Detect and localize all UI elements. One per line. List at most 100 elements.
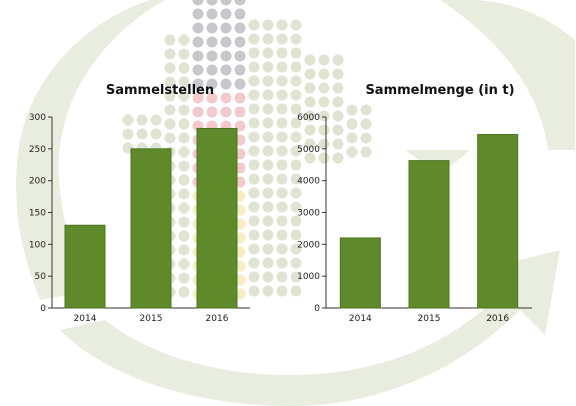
map-dot — [178, 132, 190, 144]
map-dot — [276, 103, 288, 115]
map-dot — [220, 78, 232, 90]
map-dot — [290, 271, 302, 283]
map-dot — [122, 114, 134, 126]
map-dot — [220, 50, 232, 62]
map-dot — [262, 131, 274, 143]
map-dot — [248, 33, 260, 45]
chart-title: Sammelstellen — [106, 83, 214, 98]
map-dot — [178, 62, 190, 74]
map-dot — [248, 187, 260, 199]
map-dot — [178, 188, 190, 200]
map-dot — [276, 159, 288, 171]
map-dot — [164, 48, 176, 60]
chart-sammelstellen: Sammelstellen 0 50 100 150 200 250 300 2014 2015… — [29, 83, 250, 324]
map-dot — [262, 285, 274, 297]
map-dot — [220, 22, 232, 34]
map-dot — [192, 64, 204, 76]
map-dot — [164, 76, 176, 88]
map-dot — [234, 0, 246, 6]
map-dot — [304, 124, 316, 136]
map-dot — [248, 173, 260, 185]
bar-2014 — [64, 224, 106, 309]
y-tick-label: 250 — [29, 145, 46, 155]
map-dot — [332, 68, 344, 80]
map-dot — [276, 215, 288, 227]
y-tick-label: 50 — [35, 272, 47, 282]
map-dot — [234, 50, 246, 62]
map-dot — [276, 61, 288, 73]
map-dot — [262, 271, 274, 283]
map-dot — [206, 106, 218, 118]
y-tick-label: 100 — [29, 240, 46, 250]
map-dot — [276, 131, 288, 143]
map-dot — [206, 8, 218, 20]
map-dot — [290, 285, 302, 297]
map-dot — [192, 36, 204, 48]
map-dot — [262, 33, 274, 45]
map-dot — [234, 64, 246, 76]
map-dot — [248, 75, 260, 87]
y-tick-label: 300 — [29, 113, 46, 123]
map-dot — [290, 61, 302, 73]
map-dot — [178, 244, 190, 256]
map-dot — [206, 92, 218, 104]
map-dot — [304, 110, 316, 122]
map-dot — [262, 145, 274, 157]
map-dot — [262, 257, 274, 269]
map-dot — [164, 34, 176, 46]
map-dot — [276, 285, 288, 297]
map-dot — [360, 146, 372, 158]
x-tick-label: 2014 — [349, 314, 372, 324]
map-dot — [150, 114, 162, 126]
map-dot — [262, 19, 274, 31]
map-dot — [262, 229, 274, 241]
map-dot — [192, 50, 204, 62]
map-dot — [346, 118, 358, 130]
map-dot — [304, 68, 316, 80]
map-dot — [262, 243, 274, 255]
map-dot — [262, 47, 274, 59]
map-dot — [234, 92, 246, 104]
map-dot — [276, 173, 288, 185]
x-tick-label: 2015 — [140, 314, 163, 324]
bar-2015 — [130, 148, 172, 309]
map-dot — [262, 187, 274, 199]
map-dot — [234, 8, 246, 20]
recycling-arrow-left — [16, 0, 166, 300]
map-dot — [318, 82, 330, 94]
map-dot — [276, 271, 288, 283]
map-dot — [220, 92, 232, 104]
map-dot — [248, 159, 260, 171]
map-dot — [248, 243, 260, 255]
map-dot — [262, 61, 274, 73]
map-dot — [178, 286, 190, 298]
map-dot — [248, 201, 260, 213]
x-tick-label: 2016 — [206, 314, 229, 324]
map-dot — [290, 117, 302, 129]
map-dot — [290, 159, 302, 171]
map-dot — [248, 285, 260, 297]
map-dot — [122, 128, 134, 140]
y-tick-label: 1000 — [297, 272, 320, 282]
map-dot — [178, 230, 190, 242]
map-dot — [192, 8, 204, 20]
map-dot — [318, 68, 330, 80]
map-dot — [206, 22, 218, 34]
map-dot — [164, 104, 176, 116]
y-tick-label: 150 — [29, 209, 46, 219]
map-dot — [346, 104, 358, 116]
map-dot — [290, 103, 302, 115]
map-dot — [206, 64, 218, 76]
recycling-arrow-bottom — [60, 250, 560, 406]
map-dot — [178, 160, 190, 172]
map-dot — [248, 215, 260, 227]
map-dot — [290, 257, 302, 269]
map-dot — [290, 19, 302, 31]
bar-2014 — [339, 237, 381, 309]
map-dot — [332, 124, 344, 136]
map-dot — [332, 54, 344, 66]
map-dot — [276, 89, 288, 101]
map-dot — [332, 110, 344, 122]
map-dot — [262, 173, 274, 185]
map-dot — [150, 128, 162, 140]
